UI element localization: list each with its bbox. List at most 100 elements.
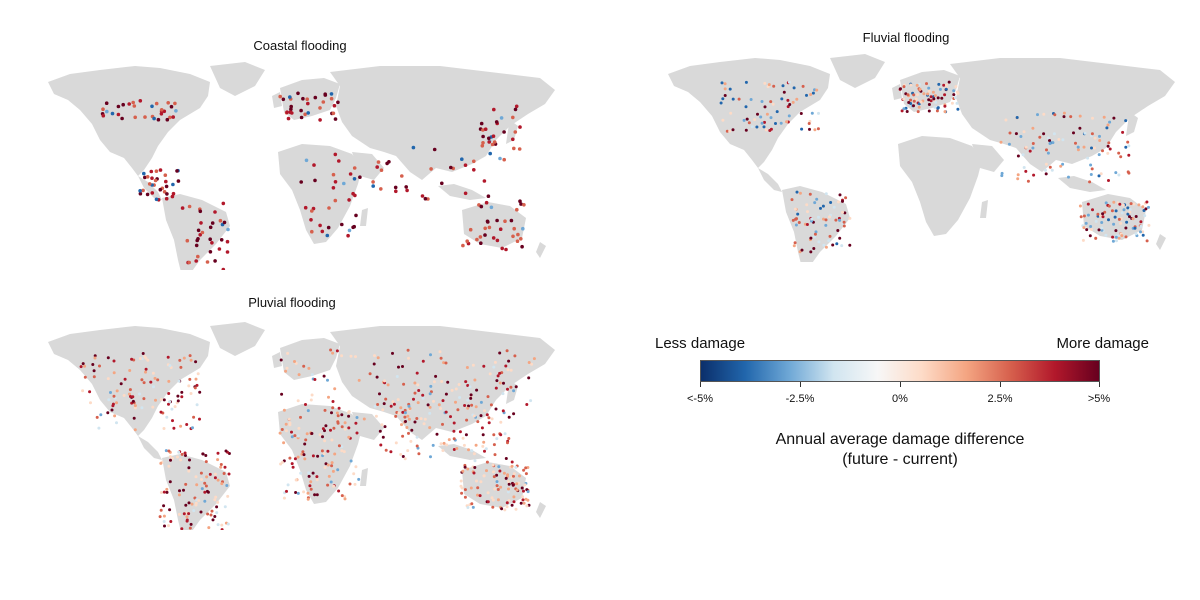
damage-point [905, 110, 909, 113]
damage-point [415, 435, 419, 439]
landmass-uk [892, 84, 902, 100]
damage-point [172, 426, 176, 430]
damage-point [288, 456, 292, 460]
damage-point [952, 89, 956, 93]
damage-point [106, 356, 110, 360]
damage-point [89, 401, 92, 405]
damage-point [1129, 202, 1133, 206]
damage-point [463, 163, 468, 167]
damage-point [192, 415, 196, 419]
damage-point [500, 246, 505, 251]
damage-point [213, 476, 217, 480]
damage-point [1101, 215, 1105, 219]
damage-point [165, 490, 169, 494]
damage-point [899, 87, 902, 91]
damage-point [763, 105, 767, 109]
damage-point [954, 85, 958, 89]
damage-point [492, 433, 496, 437]
damage-point [331, 400, 335, 403]
damage-point [413, 420, 417, 424]
damage-point [943, 110, 947, 114]
damage-point [771, 102, 775, 106]
damage-point [194, 377, 198, 381]
damage-point [180, 395, 184, 399]
damage-point [371, 184, 376, 188]
damage-point [505, 505, 509, 509]
damage-point [306, 101, 310, 106]
damage-point [487, 140, 492, 144]
world-map-fluvial [660, 52, 1180, 262]
damage-point [336, 414, 340, 418]
damage-point [318, 433, 322, 437]
damage-point [121, 102, 125, 107]
damage-point [470, 502, 474, 506]
damage-point [767, 83, 771, 87]
damage-point [1097, 153, 1101, 157]
damage-point [463, 488, 467, 492]
damage-point [1091, 208, 1094, 212]
damage-point [159, 112, 164, 116]
damage-point [116, 112, 121, 117]
damage-point [1139, 224, 1143, 228]
damage-point [320, 449, 324, 453]
damage-point [112, 371, 116, 375]
damage-point [759, 115, 763, 119]
damage-point [406, 348, 410, 352]
damage-point [83, 364, 87, 368]
damage-point [81, 362, 85, 366]
damage-point [154, 398, 157, 402]
damage-point [450, 388, 454, 392]
legend-title-line1: Annual average damage difference [775, 431, 1025, 448]
damage-point [792, 244, 796, 248]
damage-point [475, 388, 479, 392]
damage-point [173, 101, 177, 106]
damage-point [817, 111, 820, 115]
damage-point [429, 384, 433, 388]
damage-point [1124, 226, 1128, 230]
damage-point [285, 489, 288, 493]
damage-point [411, 145, 416, 150]
damage-point [182, 512, 186, 516]
damage-point [813, 232, 817, 236]
damage-point [1051, 141, 1055, 145]
damage-point [162, 190, 167, 194]
damage-point [442, 361, 446, 365]
damage-point [782, 90, 786, 94]
damage-point [196, 228, 201, 233]
damage-point [765, 112, 769, 116]
damage-point [176, 399, 180, 403]
damage-point [481, 128, 485, 132]
damage-point [1099, 172, 1103, 176]
damage-point [349, 354, 353, 358]
damage-point [91, 363, 95, 366]
damage-point [513, 107, 518, 112]
damage-point [1022, 130, 1026, 134]
damage-point [127, 392, 131, 396]
damage-point [223, 465, 227, 469]
damage-point [793, 207, 797, 211]
damage-point [337, 444, 341, 448]
damage-point [200, 487, 204, 491]
damage-point [507, 415, 511, 419]
damage-point [92, 369, 96, 373]
damage-point [428, 411, 432, 415]
damage-point [196, 254, 200, 259]
damage-point [838, 218, 842, 222]
damage-point [167, 464, 171, 468]
damage-point [128, 388, 132, 392]
damage-point [1046, 151, 1050, 155]
damage-point [187, 384, 191, 388]
damage-point [293, 457, 297, 461]
damage-point [506, 473, 510, 477]
damage-point [795, 217, 798, 221]
damage-point [215, 511, 219, 515]
damage-point [775, 110, 779, 114]
damage-point [1114, 235, 1118, 239]
landmass-nz [1156, 234, 1166, 250]
damage-point [404, 420, 407, 423]
damage-point [162, 490, 166, 494]
damage-point [294, 478, 298, 482]
damage-point [203, 499, 207, 503]
damage-point [306, 111, 311, 115]
damage-point [223, 505, 227, 509]
